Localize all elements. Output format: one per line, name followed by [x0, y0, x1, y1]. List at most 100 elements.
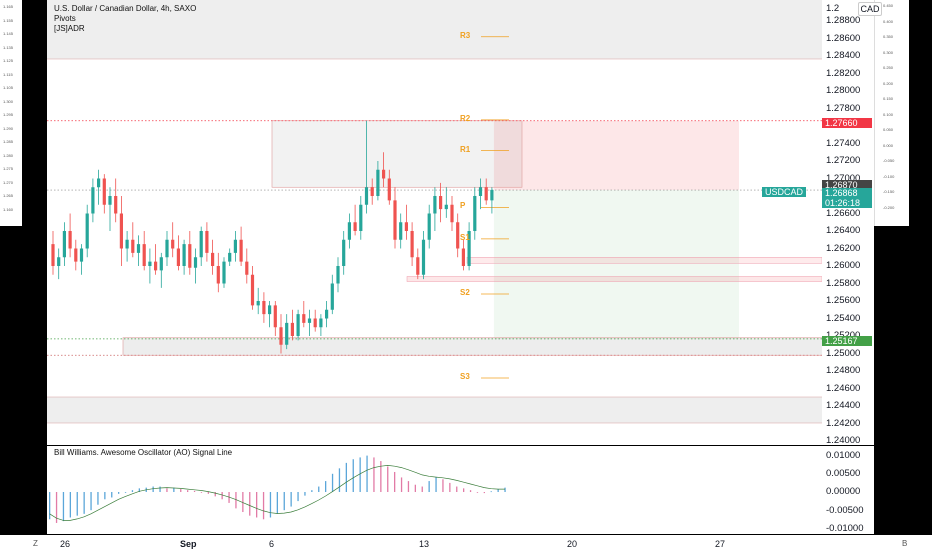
price-tick: 1.26400	[826, 225, 861, 236]
left-strip-tick: 1.165	[3, 4, 14, 9]
candle-body	[250, 274, 255, 306]
price-tick: 1.25600	[826, 295, 861, 306]
ao-bar	[435, 477, 437, 492]
ao-bar	[373, 457, 375, 492]
candle-body	[97, 178, 101, 188]
right-strip-tick: 0.350	[883, 34, 894, 39]
pivot-label: S1	[460, 232, 470, 242]
right-strip-tick: 0.400	[883, 18, 894, 24]
right-strip-tick: 0.050	[883, 127, 894, 132]
ao-bar	[173, 487, 175, 492]
right-strip-tick: 0.450	[883, 3, 894, 8]
ao-bar	[69, 492, 71, 518]
candle-body	[154, 261, 158, 271]
candle-body	[245, 261, 249, 275]
candle-body	[336, 266, 340, 284]
indicator-pivots[interactable]: Pivots	[54, 14, 76, 23]
candle-body	[119, 213, 123, 249]
ao-bar	[297, 492, 299, 502]
candle-body	[125, 239, 129, 249]
candle-body	[450, 204, 454, 223]
candle-body	[262, 301, 266, 315]
indicator-adr[interactable]: [JS]ADR	[54, 24, 85, 33]
ao-bar	[62, 492, 65, 522]
candle-body	[325, 309, 329, 319]
ao-bar	[97, 492, 99, 505]
left-strip-tick: 1.285	[3, 139, 14, 144]
price-axis[interactable]	[822, 0, 874, 445]
candle-body	[159, 257, 163, 271]
candle-body	[296, 314, 300, 336]
symbol-tag[interactable]: USDCAD	[762, 187, 807, 197]
candle-body	[387, 178, 391, 201]
ao-bar	[193, 490, 196, 492]
left-axis-strip: 1.165 1.155 1.145 1.135 1.125 1.115 1.105 1.300…	[0, 0, 22, 226]
candle-body	[142, 244, 146, 266]
ao-bar	[76, 492, 78, 516]
right-strip-tick: 0.150	[883, 96, 894, 101]
ao-bar	[442, 479, 444, 492]
right-strip-tick: 0.300	[883, 49, 894, 55]
candle-body	[136, 244, 141, 253]
current-price-badge: 1.26868 01:26:18	[822, 188, 872, 208]
currency-button[interactable]: CAD	[858, 2, 882, 16]
oscillator-title: Bill Williams. Awesome Oscillator (AO) S…	[54, 448, 233, 457]
ao-bar	[325, 481, 327, 492]
price-tick: 1.28200	[826, 67, 861, 79]
left-strip-tick: 1.145	[3, 31, 14, 36]
ao-bar	[504, 487, 506, 492]
corner-button-left[interactable]: Z	[33, 539, 38, 548]
candle-body	[205, 231, 209, 253]
ao-bar	[269, 492, 272, 518]
price-tick: 1.26200	[826, 242, 861, 254]
ao-bar	[256, 492, 258, 518]
time-tick: 27	[715, 539, 726, 549]
minor-zone	[406, 276, 822, 282]
left-strip-tick: 1.300	[3, 98, 14, 104]
ao-bar	[414, 484, 416, 492]
candle-body	[216, 266, 220, 284]
price-tick: 1.27200	[826, 155, 861, 166]
ao-bar	[49, 492, 51, 520]
ao-bar	[118, 492, 120, 494]
price-tick: 1.25200	[826, 330, 860, 341]
right-strip-tick: 0.250	[883, 65, 894, 70]
previous-price-badge: 1.26870	[822, 180, 872, 190]
stop-price-badge: 1.25167	[822, 336, 872, 346]
price-tick: 1.25400	[826, 312, 861, 324]
candle-body	[279, 327, 283, 345]
candle-body	[290, 322, 294, 336]
candle-body	[51, 244, 55, 266]
candle-body	[330, 283, 334, 310]
candle-body	[193, 257, 198, 268]
corner-button-right[interactable]: B	[902, 539, 908, 548]
ao-bar	[90, 492, 92, 511]
ao-bar	[449, 482, 451, 492]
ao-bar	[407, 481, 410, 492]
pivot-label: S3	[460, 372, 470, 381]
left-strip-tick: 1.275	[3, 166, 14, 171]
bar-countdown: 01:26:18	[825, 198, 861, 208]
oscillator-tick: -0.00500	[826, 504, 864, 516]
candle-body	[410, 231, 414, 258]
ao-bar	[476, 492, 479, 493]
time-tick: 6	[269, 539, 275, 549]
time-axis[interactable]	[0, 535, 932, 550]
oscillator-pane[interactable]	[47, 446, 822, 534]
candle-body	[302, 314, 306, 323]
left-strip-tick: 1.135	[3, 44, 14, 50]
pivot-label: P	[460, 201, 466, 211]
ao-bar	[207, 492, 209, 494]
candle-body	[382, 169, 386, 179]
candle-body	[228, 252, 232, 262]
ao-bar	[235, 492, 237, 509]
candle-body	[478, 187, 483, 196]
ao-bar	[380, 461, 382, 492]
candle-body	[490, 189, 494, 201]
ao-bar	[366, 455, 368, 492]
main-chart[interactable]	[47, 0, 822, 445]
price-tick: 1.27400	[826, 137, 861, 149]
candle-body	[131, 239, 135, 253]
candle-body	[364, 187, 369, 205]
ao-bar	[304, 492, 306, 496]
